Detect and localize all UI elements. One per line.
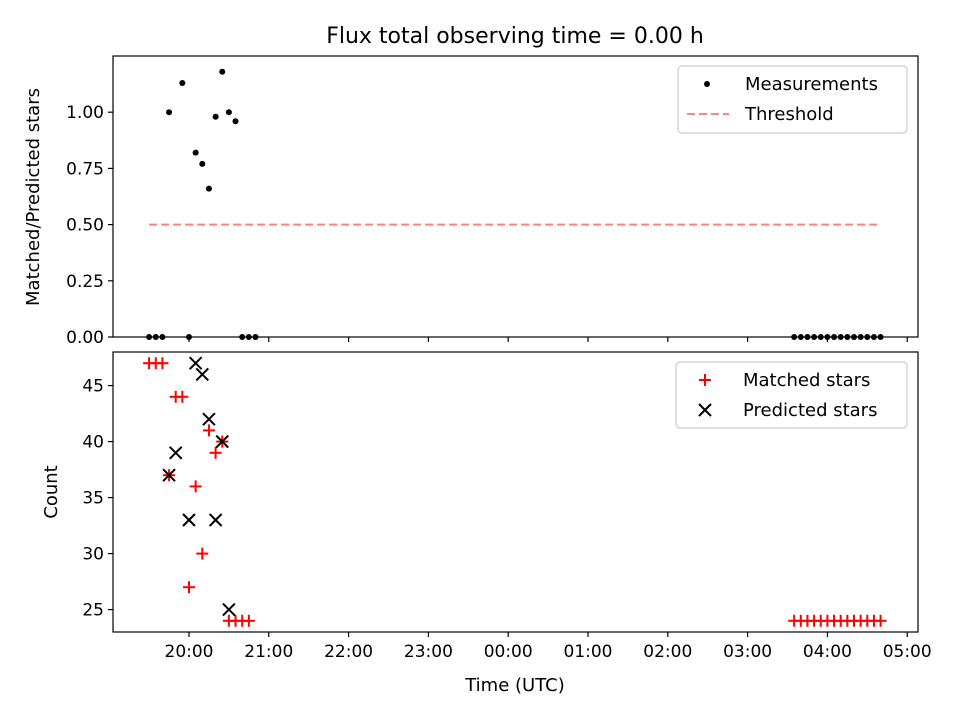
ratio-y-tick-label: 1.00 — [66, 103, 104, 123]
predicted-star-point — [168, 446, 183, 460]
matched-star-point — [176, 390, 189, 403]
cross-b — [188, 356, 203, 370]
measurement-point — [192, 149, 199, 156]
axes-ratio: Matched/Predicted stars 0.00 0.25 0.50 0.75… — [23, 55, 919, 348]
cross-b — [698, 403, 712, 417]
time-x-tick-label: 23:00 — [404, 642, 453, 662]
time-x-tick-label: 04:00 — [803, 642, 852, 662]
measurement-point — [199, 160, 206, 167]
ratio-y-tick-label: 0.50 — [66, 216, 104, 236]
matched-star-point — [183, 581, 195, 594]
count-y-tick-label: 40 — [82, 433, 104, 453]
predicted-star-point — [208, 513, 223, 527]
measurement-point — [877, 334, 884, 340]
time-x-tick-label: 02:00 — [643, 642, 692, 662]
matched-star-point — [202, 424, 215, 437]
measurement-point — [851, 334, 857, 340]
measurement-point — [870, 334, 877, 340]
ratio-plot-frame — [112, 55, 919, 338]
count-plot-frame — [112, 351, 919, 633]
measurement-point — [837, 334, 844, 340]
count-y-axis-label: Count — [41, 465, 62, 518]
matched-star-point — [189, 480, 202, 493]
measurement-point — [824, 334, 831, 340]
time-x-tick-label: 22:00 — [324, 642, 373, 662]
predicted-star-point — [195, 367, 210, 382]
predicted-star-point — [222, 602, 236, 617]
matched-star-point — [156, 357, 169, 370]
legend-matched-label: Matched stars — [743, 370, 870, 391]
predicted-star-point — [162, 468, 176, 482]
legend-measurements-label: Measurements — [745, 74, 878, 95]
time-x-tick-label: 00:00 — [484, 642, 533, 662]
predicted-star-point — [188, 356, 203, 370]
measurement-point — [844, 334, 851, 340]
cross-b — [182, 513, 196, 527]
legend-predicted-marker — [698, 403, 712, 417]
legend-threshold-label: Threshold — [744, 104, 834, 125]
legend-measurement-marker — [704, 81, 710, 87]
count-y-tick-label: 25 — [82, 601, 104, 621]
measurement-point — [166, 109, 173, 116]
measurement-point — [817, 334, 824, 340]
measurement-point — [245, 334, 252, 340]
matched-star-point — [196, 547, 209, 560]
measurement-point — [179, 79, 186, 86]
measurement-point — [205, 185, 212, 192]
count-y-tick-label: 35 — [82, 489, 104, 509]
ratio-y-axis-label: Matched/Predicted stars — [23, 88, 44, 306]
time-x-tick-label: 05:00 — [883, 642, 932, 662]
measurement-point — [146, 334, 153, 340]
predicted-star-point — [182, 513, 196, 527]
measurement-point — [831, 334, 838, 340]
legend-predicted-label: Predicted stars — [743, 400, 877, 421]
cross-b — [215, 434, 229, 449]
time-x-tick-label: 01:00 — [564, 642, 613, 662]
measurement-point — [791, 334, 798, 340]
count-y-tick-label: 30 — [82, 545, 104, 565]
measurement-point — [811, 334, 818, 340]
measurement-point — [239, 334, 246, 340]
ratio-y-tick-label: 0.75 — [66, 159, 104, 179]
time-x-tick-label: 20:00 — [165, 642, 214, 662]
measurement-point — [864, 334, 871, 340]
cross-b — [168, 446, 183, 460]
legend-matched-marker — [699, 374, 711, 386]
matched-star-point — [242, 614, 255, 627]
figure-title: Flux total observing time = 0.00 h — [326, 24, 704, 49]
count-legend-box — [675, 361, 908, 429]
measurement-point — [212, 113, 219, 120]
measurement-point — [804, 334, 811, 340]
cross-b — [162, 468, 176, 482]
time-x-axis-label: Time (UTC) — [464, 675, 565, 696]
time-x-tick-label: 03:00 — [723, 642, 772, 662]
time-x-tick-label: 21:00 — [244, 642, 293, 662]
predicted-star-point — [215, 434, 229, 449]
measurement-point — [232, 118, 239, 125]
measurement-point — [225, 109, 232, 116]
measurement-point — [797, 334, 804, 340]
cross-b — [195, 367, 210, 382]
ratio-y-tick-label: 0.25 — [66, 272, 104, 292]
cross-b — [222, 602, 236, 617]
matched-star-point — [874, 614, 887, 627]
ratio-y-tick-label: 0.00 — [66, 328, 104, 348]
measurement-point — [252, 334, 259, 340]
measurement-point — [219, 68, 226, 75]
cross-b — [202, 412, 216, 426]
matched-star-point — [209, 446, 222, 459]
measurement-point — [857, 334, 864, 340]
measurement-point — [186, 334, 192, 340]
ratio-legend-box — [677, 65, 908, 134]
measurement-point — [159, 334, 166, 340]
cross-b — [208, 513, 223, 527]
predicted-star-point — [202, 412, 216, 426]
count-y-tick-label: 45 — [82, 377, 104, 397]
measurement-point — [152, 334, 159, 340]
axes-count: Count Time (UTC) 25 30 35 40 45 20:00 21:00 22:… — [41, 351, 932, 696]
